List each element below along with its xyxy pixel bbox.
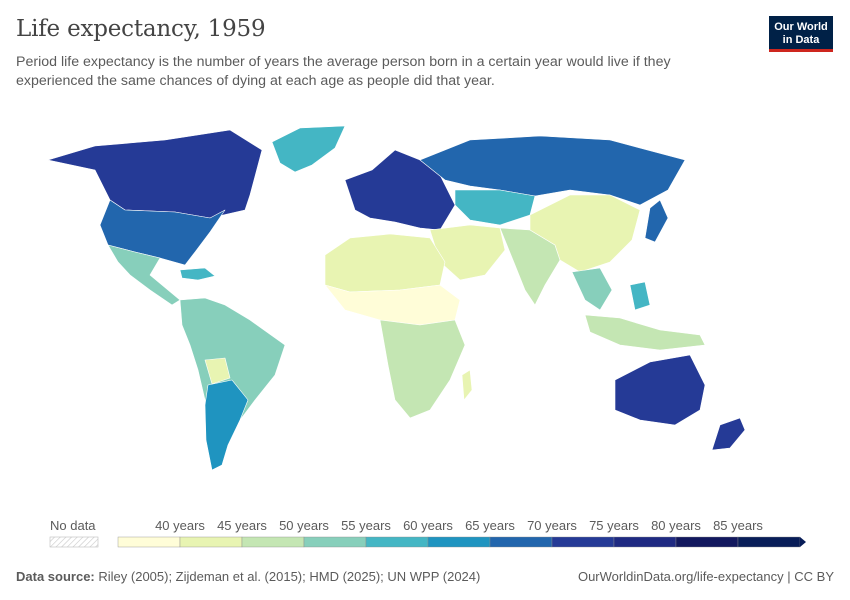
footer-separator: | [787, 569, 795, 584]
legend-label-4: 55 years [341, 518, 391, 533]
logo-accent-bar [769, 49, 833, 52]
legend-label-3: 50 years [279, 518, 329, 533]
legend-label-2: 45 years [217, 518, 267, 533]
region-central-asia[interactable] [454, 189, 536, 226]
region-bolivia[interactable] [204, 357, 231, 385]
legend-swatch-3[interactable] [303, 536, 367, 548]
region-japan[interactable] [644, 199, 669, 243]
chart-subtitle: Period life expectancy is the number of … [16, 54, 671, 89]
legend-swatch-10[interactable] [737, 536, 801, 548]
legend-swatch-2[interactable] [241, 536, 305, 548]
region-europe[interactable] [344, 149, 456, 231]
legend-swatch-6[interactable] [489, 536, 553, 548]
region-argentina[interactable] [204, 379, 249, 471]
world-map [47, 125, 746, 471]
region-new-zealand[interactable] [711, 417, 746, 451]
region-china[interactable] [529, 194, 641, 273]
chart-title: Life expectancy, 1959 [16, 16, 266, 42]
license-text: CC BY [794, 569, 834, 584]
logo-line-2: in Data [782, 33, 820, 46]
legend-swatch-4[interactable] [365, 536, 429, 548]
owid-logo[interactable]: Our World in Data [769, 16, 833, 52]
legend-label-8: 75 years [589, 518, 639, 533]
owid-link[interactable]: OurWorldinData.org/life-expectancy [577, 569, 784, 584]
region-caribbean[interactable] [179, 267, 216, 281]
legend-swatch-9[interactable] [675, 536, 739, 548]
logo-line-1: Our World [774, 21, 828, 33]
legend-arrow [800, 537, 806, 547]
no-data-swatch [49, 536, 99, 548]
legend-swatch-8[interactable] [613, 536, 677, 548]
source-label: Data source: [16, 569, 95, 584]
legend-bins: 40 years 45 years 50 years 55 years 60 years… [117, 518, 806, 548]
no-data-label: No data [50, 518, 96, 533]
region-southern-africa[interactable] [379, 319, 466, 419]
legend-label-5: 60 years [403, 518, 453, 533]
region-philippines[interactable] [629, 281, 651, 311]
region-madagascar[interactable] [461, 369, 473, 401]
legend-label-10: 85 years [713, 518, 763, 533]
source-text: Riley (2005); Zijdeman et al. (2015); HM… [98, 569, 481, 584]
footer-source: Data source: Riley (2005); Zijdeman et a… [16, 569, 480, 584]
legend-swatch-0[interactable] [117, 536, 181, 548]
region-north-africa[interactable] [324, 233, 446, 293]
footer-link: OurWorldinData.org/life-expectancy | CC … [578, 569, 834, 584]
region-west-africa[interactable] [324, 284, 461, 326]
region-russia[interactable] [419, 135, 686, 206]
legend-label-9: 80 years [651, 518, 701, 533]
region-greenland[interactable] [271, 125, 346, 173]
legend: No data 40 years 45 years 50 years 55 years… [49, 518, 806, 548]
legend-label-6: 65 years [465, 518, 515, 533]
region-australia[interactable] [614, 354, 706, 426]
region-southeast-asia[interactable] [571, 267, 613, 311]
region-canada[interactable] [47, 129, 263, 219]
legend-swatch-7[interactable] [551, 536, 615, 548]
legend-swatch-1[interactable] [179, 536, 243, 548]
legend-label-1: 40 years [155, 518, 205, 533]
legend-swatch-5[interactable] [427, 536, 491, 548]
region-indonesia[interactable] [584, 314, 706, 351]
legend-label-7: 70 years [527, 518, 577, 533]
